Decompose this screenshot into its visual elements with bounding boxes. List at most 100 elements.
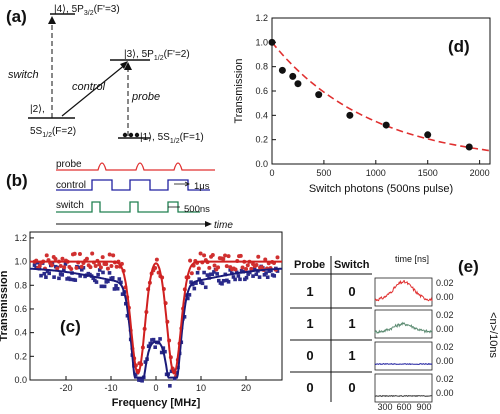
data-point-square xyxy=(78,274,82,278)
width2-label: 500ns xyxy=(184,204,210,215)
data-point-square xyxy=(112,287,117,291)
data-point-circle xyxy=(221,256,226,261)
data-point-square xyxy=(96,272,100,277)
data-point xyxy=(278,66,286,74)
panel-e-letter: (e) xyxy=(458,257,479,276)
data-point-square xyxy=(197,277,202,281)
control-arrowhead xyxy=(120,61,128,69)
panel-a-letter: (a) xyxy=(6,7,27,26)
data-point-square xyxy=(215,272,219,276)
control-transition xyxy=(61,63,127,117)
photon-trace xyxy=(374,279,433,302)
data-point-circle xyxy=(107,252,112,257)
data-point-circle xyxy=(88,265,93,270)
data-point-square xyxy=(269,268,273,273)
panel-a: (a) |4⟩, 5P3/2(F'=3) |3⟩, 5P1/2(F'=2) |2… xyxy=(6,4,204,145)
data-point-circle xyxy=(58,263,63,268)
x-tick-label: 1000 xyxy=(366,168,386,178)
data-point-circle xyxy=(111,253,116,258)
table-cell-switch: 0 xyxy=(348,284,355,299)
switch-row-label: switch xyxy=(56,200,84,211)
y-axis-title: Transmission xyxy=(233,59,245,124)
y-tick-label: 0.6 xyxy=(255,86,268,96)
data-point-square xyxy=(194,281,198,285)
data-point-circle xyxy=(44,253,49,258)
control-transition-label: control xyxy=(72,81,106,93)
x-tick-label: 0 xyxy=(269,168,274,178)
trace-x-tick-label: 600 xyxy=(396,402,411,412)
data-point-circle xyxy=(84,256,89,261)
chart-d: (d) 0.0 0.2 0.4 0.6 0.8 1.0 1.2 0 500 1000 1500 200… xyxy=(233,13,491,195)
data-point-square xyxy=(186,296,190,301)
table-cell-switch: 1 xyxy=(348,316,355,331)
data-point-square xyxy=(97,268,102,272)
data-point-square xyxy=(210,272,215,277)
y-tick-label: 0.4 xyxy=(255,110,268,120)
x-axis-title: Frequency [MHz] xyxy=(112,397,201,409)
data-point-square xyxy=(117,277,122,281)
data-point-square xyxy=(252,266,257,271)
data-point-circle xyxy=(244,267,249,272)
level-4-label: |4⟩, 5P3/2(F'=3) xyxy=(54,4,120,17)
data-point-square xyxy=(106,279,110,284)
table-cell-probe: 0 xyxy=(306,380,313,395)
width1-arrow xyxy=(184,181,190,187)
data-point-circle xyxy=(77,252,82,257)
data-point-circle xyxy=(53,256,58,261)
data-point-square xyxy=(101,270,105,275)
data-point-square xyxy=(168,384,172,388)
data-point-circle xyxy=(224,264,229,269)
level-3-label: |3⟩, 5P1/2(F'=2) xyxy=(124,49,190,62)
data-point-circle xyxy=(212,263,217,268)
trace-x-tick-label: 900 xyxy=(416,402,431,412)
trace-box xyxy=(374,277,433,307)
data-point-square xyxy=(212,270,216,274)
y-tick-label: 1.2 xyxy=(14,233,27,243)
chart-c: 0.0 0.2 0.4 0.6 0.8 1.0 1.2 -20 -10 0 10 20 Frequenc… xyxy=(0,231,283,409)
time-axis-label: time xyxy=(214,220,233,231)
x-tick-label: 0 xyxy=(153,383,158,393)
data-point-square xyxy=(57,276,61,281)
data-point-square xyxy=(120,292,125,296)
trace-y-tick-label: 0.00 xyxy=(436,324,454,334)
data-point-circle xyxy=(109,263,114,268)
data-point-square xyxy=(114,283,118,288)
trace-box xyxy=(374,309,433,339)
panel-c-letter: (c) xyxy=(60,317,81,336)
data-point-square xyxy=(174,371,179,375)
x-tick-label: 10 xyxy=(196,383,206,393)
data-point-circle xyxy=(198,251,203,256)
y-tick-label: 0.0 xyxy=(14,375,27,385)
data-point-square xyxy=(221,278,226,283)
data-point-circle xyxy=(216,265,221,270)
y-tick-label: 0.8 xyxy=(255,62,268,72)
trace-y-tick-label: 0.02 xyxy=(436,342,454,352)
data-point-square xyxy=(265,275,270,280)
trace-y-axis-title: <n>/10ns xyxy=(487,312,499,358)
data-point-square xyxy=(119,280,123,285)
data-point-circle xyxy=(238,253,243,258)
data-point-square xyxy=(62,268,66,272)
data-point-circle xyxy=(49,263,54,268)
data-point-square xyxy=(45,269,50,274)
data-point-square xyxy=(143,360,148,364)
x-tick-label: -10 xyxy=(104,383,117,393)
y-tick-label: 0.2 xyxy=(14,351,27,361)
data-point-square xyxy=(76,265,81,270)
data-point-square xyxy=(264,271,268,275)
time-axis-arrowhead xyxy=(205,221,212,227)
data-point xyxy=(465,143,473,151)
data-point-square xyxy=(251,274,255,278)
data-point-square xyxy=(91,276,96,281)
data-point-square xyxy=(231,275,236,279)
data-point xyxy=(382,121,390,129)
data-point-square xyxy=(79,267,84,272)
photon-trace xyxy=(374,394,433,398)
switch-pulse-trace xyxy=(56,201,200,213)
probe-transition-label: probe xyxy=(131,91,160,103)
data-point-circle xyxy=(245,263,250,268)
table-header-probe: Probe xyxy=(294,259,325,271)
data-point-circle xyxy=(188,258,193,263)
data-point-square xyxy=(32,263,37,267)
